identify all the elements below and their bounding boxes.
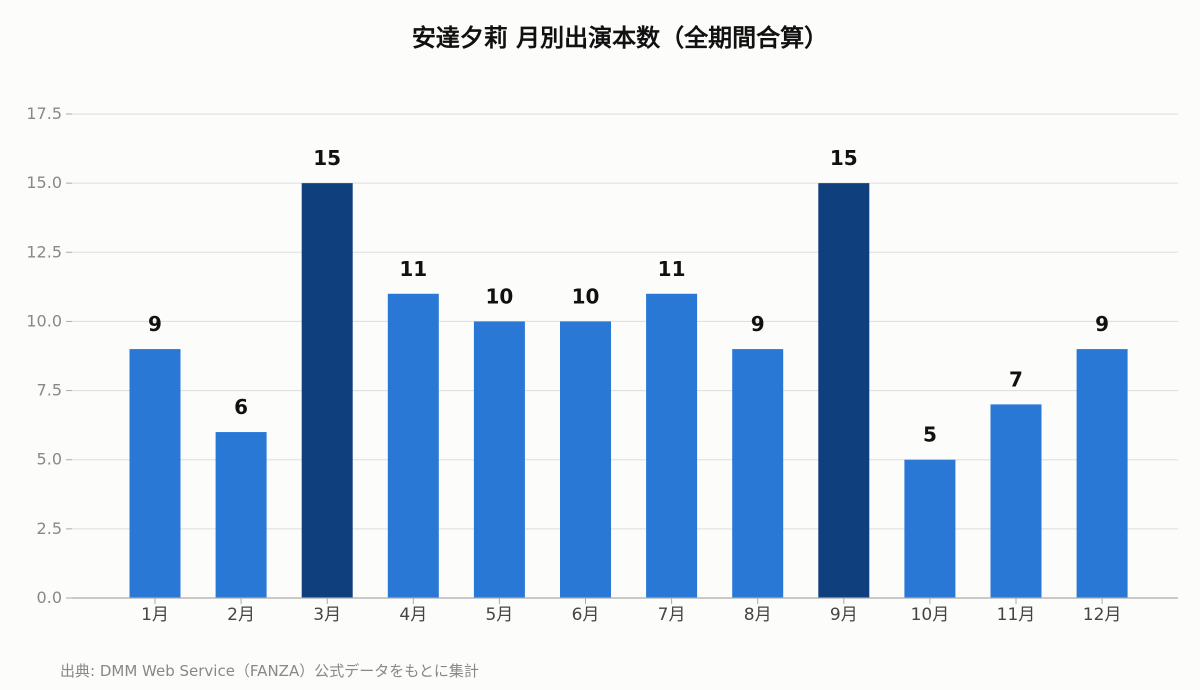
y-tick-label: 2.5: [37, 519, 62, 538]
bar-value-label: 10: [572, 284, 600, 308]
bar-value-label: 6: [234, 395, 248, 419]
bar: [301, 183, 353, 598]
bar-value-label: 10: [485, 284, 513, 308]
bar: [646, 293, 698, 598]
y-tick-label: 0.0: [37, 588, 62, 607]
x-tick-label: 7月: [658, 605, 686, 625]
y-tick-label: 10.0: [26, 311, 62, 330]
x-tick-label: 11月: [997, 605, 1036, 625]
y-tick-label: 15.0: [26, 173, 62, 192]
x-tick-label: 1月: [141, 605, 169, 625]
x-tick-label: 12月: [1083, 605, 1122, 625]
bar-value-label: 9: [1095, 312, 1109, 336]
bar: [560, 321, 611, 598]
x-tick-label: 2月: [227, 605, 255, 625]
bar: [129, 349, 181, 598]
bar-value-label: 11: [658, 257, 686, 281]
bar-value-label: 7: [1009, 367, 1023, 391]
source-note: 出典: DMM Web Service（FANZA）公式データをもとに集計: [60, 662, 479, 680]
x-tick-label: 8月: [744, 605, 772, 625]
bar-value-label: 15: [313, 146, 341, 170]
bar: [387, 293, 439, 598]
y-tick-label: 5.0: [37, 450, 62, 469]
y-tick-label: 17.5: [26, 104, 62, 123]
bar: [732, 349, 784, 598]
bar-value-label: 11: [399, 257, 427, 281]
bar-value-label: 5: [923, 423, 937, 447]
y-tick-label: 12.5: [26, 242, 62, 261]
bar: [818, 183, 870, 598]
bar-value-label: 9: [751, 312, 765, 336]
x-tick-label: 4月: [399, 605, 427, 625]
bar-value-label: 15: [830, 146, 858, 170]
bar: [990, 404, 1042, 598]
bar-value-label: 9: [148, 312, 162, 336]
bar: [215, 432, 267, 598]
x-tick-label: 5月: [485, 605, 513, 625]
bar: [904, 459, 956, 598]
x-tick-label: 3月: [313, 605, 341, 625]
chart-title: 安達夕莉 月別出演本数（全期間合算）: [411, 24, 829, 52]
x-tick-label: 10月: [911, 605, 950, 625]
x-tick-label: 9月: [830, 605, 858, 625]
bar: [1076, 349, 1128, 598]
bar: [473, 321, 525, 598]
x-tick-label: 6月: [572, 605, 600, 625]
y-tick-label: 7.5: [37, 381, 62, 400]
